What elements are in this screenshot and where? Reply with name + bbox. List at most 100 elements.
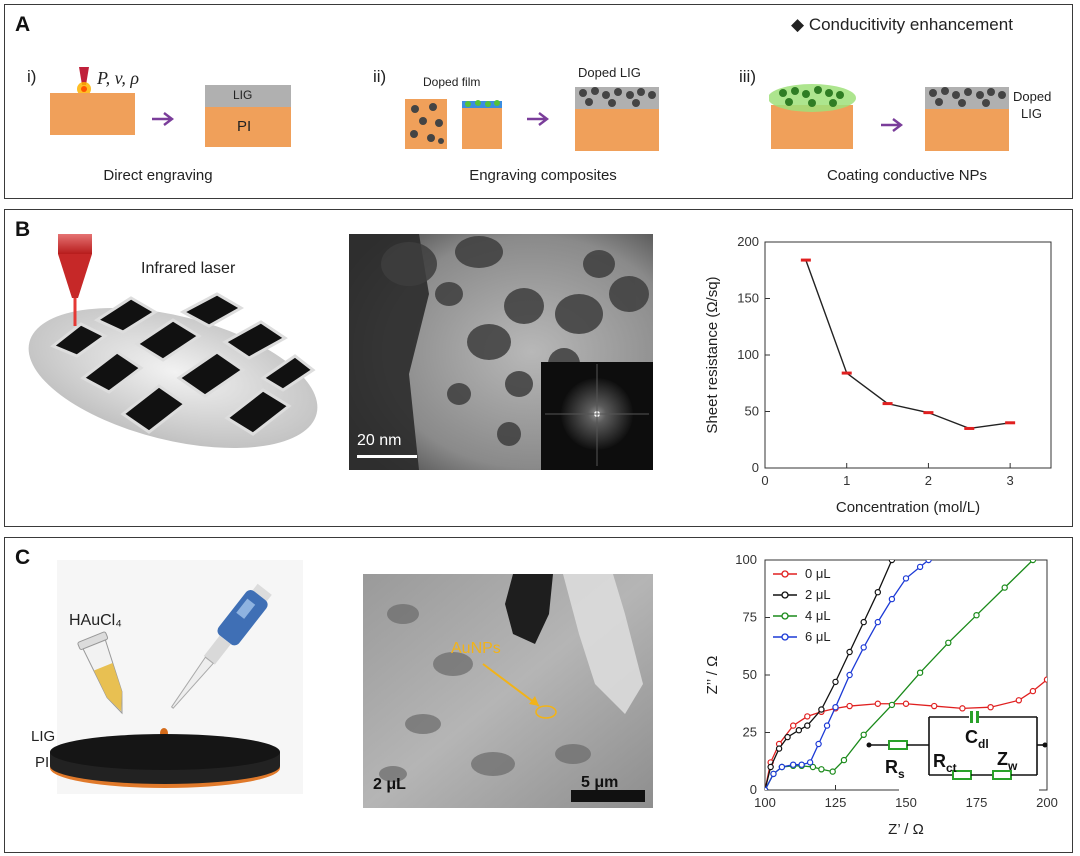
data-point: [770, 770, 777, 778]
data-point: [860, 731, 867, 738]
data-point: [815, 740, 822, 748]
step-iii-label: iii): [739, 67, 756, 86]
data-point: [829, 768, 836, 775]
sem-volume-label: 2 μL: [373, 776, 406, 793]
panel-b: B Infrared laser: [4, 209, 1073, 527]
data-point: [809, 763, 817, 771]
data-point: [1043, 676, 1047, 683]
series-line: [765, 560, 929, 790]
data-point: [916, 563, 924, 571]
sheet-resistance-chart: 0 1 2 3 0 50 100 150 200 Concentration (mol/L) She…: [704, 234, 1052, 516]
data-point: [916, 669, 924, 676]
data-point: [860, 644, 867, 651]
data-point: [874, 618, 881, 626]
data-point: [882, 402, 893, 406]
data-point: [925, 560, 932, 564]
y-tick-label: 100: [737, 347, 759, 362]
panel-a-label: A: [15, 13, 31, 36]
data-point: [964, 426, 975, 430]
data-point: [1029, 560, 1037, 564]
y-axis-label: Sheet resistance (Ω/sq): [704, 276, 721, 433]
x-tick-label: 125: [825, 795, 847, 810]
direct-engraving-substrate: [50, 67, 135, 135]
x-tick-label: 150: [895, 795, 917, 810]
data-point: [874, 700, 881, 707]
drop-casting-illustration: [50, 560, 303, 794]
laser-kirigami-illustration: [28, 234, 318, 449]
data-point: [818, 706, 825, 713]
data-point: [846, 671, 853, 679]
data-point: [959, 705, 966, 712]
data-point: [987, 703, 994, 711]
doped-lig-label-ii: Doped LIG: [578, 65, 641, 80]
rct-label: Rct: [933, 751, 957, 775]
x-axis-label: Z’ / Ω: [888, 821, 924, 838]
data-point: [789, 761, 797, 768]
data-point: [804, 713, 811, 720]
nyquist-chart: 100 125 150 175 200 0 25 50 75 100 Z’ / Ω Z’’ / Ω 0 …: [704, 552, 1058, 838]
legend-swatch-marker: [781, 633, 789, 641]
laser-params: P, v, ρ: [97, 68, 139, 88]
x-tick-label: 100: [754, 795, 776, 810]
legend-label: 0 μL: [805, 566, 831, 581]
aunp-arrow: [482, 663, 540, 707]
series-line: [765, 560, 893, 790]
laser-tip-icon: [79, 67, 89, 85]
legend-label: 2 μL: [805, 587, 831, 602]
y-tick-label: 100: [735, 552, 757, 567]
y-axis-label: Z’’ / Ω: [704, 656, 721, 695]
tem-scale-bar: [357, 455, 417, 458]
y-tick-label: 75: [743, 610, 757, 625]
sem-scale-label: 5 μm: [581, 774, 619, 791]
legend-text: Conducitivity enhancement: [808, 15, 1013, 34]
pipette-icon: [170, 583, 272, 709]
panel-b-label: B: [15, 218, 31, 241]
legend-label: 6 μL: [805, 629, 831, 644]
data-point: [888, 701, 896, 709]
circuit-node: [1042, 742, 1048, 748]
x-tick-label: 2: [925, 473, 932, 488]
series-line: [805, 259, 1011, 430]
capacitor-plate-icon: [970, 711, 973, 723]
caption-coating-nps: Coating conductive NPs: [826, 167, 988, 184]
data-point: [841, 371, 852, 375]
y-tick-label: 50: [745, 404, 759, 419]
rs-label: Rs: [885, 757, 905, 781]
data-point: [832, 703, 839, 711]
data-point: [888, 595, 896, 603]
data-point: [784, 733, 791, 741]
legend-conductivity: ◆ Conducitivity enhancement: [791, 15, 1013, 35]
caption-direct-engraving: Direct engraving: [103, 167, 213, 184]
pi-disc-label: PI: [35, 754, 50, 771]
arrow-icon-2: [527, 112, 549, 126]
doped-lig-block-ii: [575, 87, 659, 151]
panel-a: A ◆ Conducitivity enhancement i) P, v, ρ…: [4, 4, 1073, 199]
doped-lig-block-iii: [925, 87, 1009, 151]
haucl4-label: HAuCl₄: [69, 612, 122, 629]
aunps-label: AuNPs: [451, 640, 501, 657]
cdl-label: Cdl: [965, 727, 989, 751]
data-point: [973, 611, 980, 619]
data-point: [823, 722, 831, 729]
arrow-icon-3: [881, 118, 903, 132]
step-i-label: i): [27, 67, 37, 86]
x-tick-label: 175: [966, 795, 988, 810]
y-tick-label: 0: [752, 460, 759, 475]
tem-image: [349, 234, 653, 470]
data-point: [840, 756, 848, 764]
diamond-icon: ◆: [791, 15, 805, 34]
data-point: [1029, 687, 1037, 695]
data-point: [945, 639, 952, 647]
data-point: [846, 648, 853, 656]
lig-on-pi-block: [205, 85, 291, 147]
sem-image: [363, 574, 653, 808]
data-point: [798, 761, 805, 768]
legend-swatch-marker: [781, 591, 789, 599]
data-point: [832, 678, 839, 686]
coated-np-block: [769, 84, 856, 149]
resistor-rs-icon: [888, 740, 908, 750]
pi-layer-label: PI: [237, 118, 252, 135]
doped-film-blocks: [405, 99, 502, 149]
x-tick-label: 0: [761, 473, 768, 488]
infrared-laser-label: Infrared laser: [141, 260, 236, 277]
